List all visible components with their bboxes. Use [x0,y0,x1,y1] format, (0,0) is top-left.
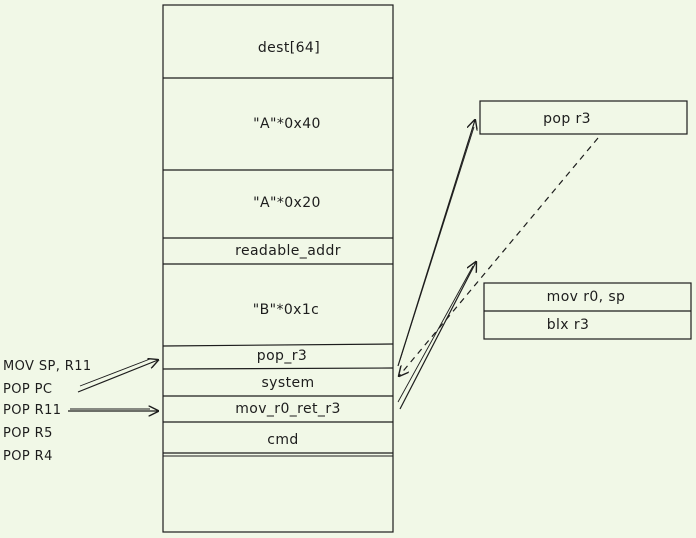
instr-pop-r5: POP R5 [3,426,53,441]
stack-divider [163,368,393,369]
instr-pop-r4: POP R4 [3,449,53,464]
gadget-mov-label: mov r0, sp [547,289,626,305]
arrow-pop-r3-to-gadget [400,127,474,360]
stack-cell-pop-r3: pop_r3 [257,348,307,364]
stack-cell-a20: "A"*0x20 [253,195,321,211]
stack-cell-cmd: cmd [267,432,298,448]
arrow-blx-to-system [399,138,598,376]
stack-cell-b1c: "B"*0x1c [253,302,319,318]
arrow-mov-to-gadget [400,262,476,409]
stack-cell-system: system [261,375,314,391]
arrow-mov-to-gadget [398,266,473,402]
instr-pop-pc: POP PC [3,382,52,397]
stack-cell-mov-r0-ret-r3: mov_r0_ret_r3 [235,401,341,417]
gadget-blx-label: blx r3 [547,317,590,333]
instr-pop-r11: POP R11 [3,403,61,418]
stack-cell-dest: dest[64] [258,40,320,56]
stack-cell-readable-addr: readable_addr [235,243,341,259]
gadget-pop-label: pop r3 [543,111,591,127]
stack-cell-a40: "A"*0x40 [253,116,321,132]
stack-divider [163,344,393,346]
instr-mov-sp-r11: MOV SP, R11 [3,359,92,374]
